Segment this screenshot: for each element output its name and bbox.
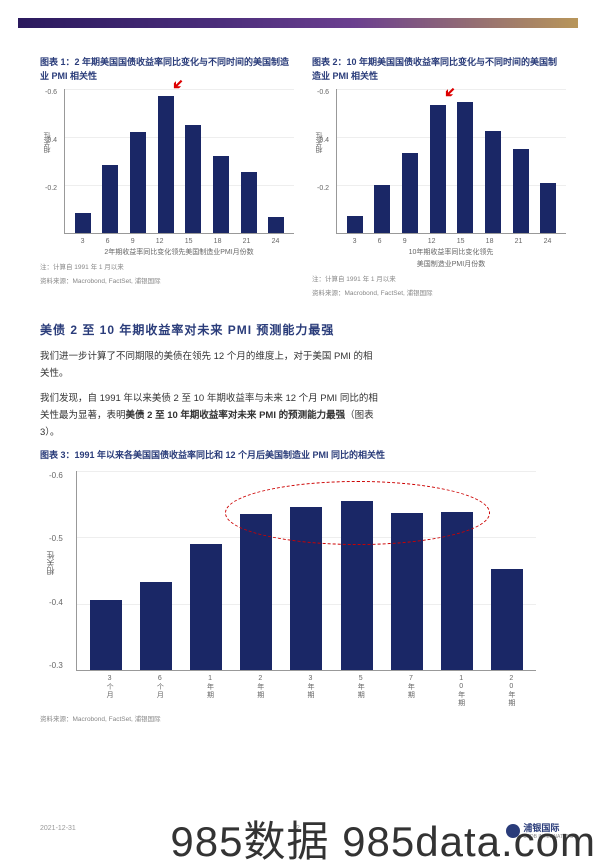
chart-1-title: 图表 1：2 年期美国国债收益率同比变化与不同时间的美国制造业 PMI 相关性 [40,56,294,83]
chart-2-note: 注：计算自 1991 年 1 月以来 [312,273,566,283]
header-stripe [18,18,578,28]
chart-3-xticks: 3个月6个月1年期2年期3年期5年期7年期10年期20年期 [80,675,540,707]
chart-2-cell: 图表 2：10 年期美国国债收益率同比变化与不同时间的美国制造业 PMI 相关性… [312,56,566,297]
chart-2-source: 资料来源：Macrobond, FactSet, 浦银国际 [312,287,566,297]
chart-row: 图表 1：2 年期美国国债收益率同比变化与不同时间的美国制造业 PMI 相关性 … [40,56,566,297]
chart-2-x-title-1: 10年期收益率同比变化领先 [336,247,566,257]
chart-2-title: 图表 2：10 年期美国国债收益率同比变化与不同时间的美国制造业 PMI 相关性 [312,56,566,83]
chart-2-x-title-2: 美国制造业PMI月份数 [336,259,566,269]
chart-1-source: 资料来源：Macrobond, FactSet, 浦银国际 [40,275,294,285]
chart-1-xticks: 3691215182124 [66,238,294,245]
chart-2: 相关性 -0.6 -0.4 -0.2 ➔ [336,89,566,234]
chart-3-yticks: -0.6 -0.5 -0.4 -0.3 [49,471,63,670]
section-heading: 美债 2 至 10 年期收益率对未来 PMI 预测能力最强 [40,321,566,338]
chart-1-x-title: 2年期收益率同比变化领先美国制造业PMI月份数 [64,247,294,257]
para-1: 我们进一步计算了不同期限的美债在领先 12 个月的维度上，对于美国 PMI 的相… [40,348,380,382]
chart-1: 相关性 -0.6 -0.4 -0.2 ➔ [64,89,294,234]
chart-2-yticks: -0.6 -0.4 -0.2 [317,89,329,233]
watermark: 985数据 985data.com [170,824,596,860]
chart-1-note: 注：计算自 1991 年 1 月以来 [40,261,294,271]
footer-date: 2021-12-31 [40,825,76,832]
para-2: 我们发现，自 1991 年以来美债 2 至 10 年期收益率与未来 12 个月 … [40,390,380,441]
chart-1-cell: 图表 1：2 年期美国国债收益率同比变化与不同时间的美国制造业 PMI 相关性 … [40,56,294,297]
chart-3-source: 资料来源：Macrobond, FactSet, 浦银国际 [40,713,566,723]
chart-2-xticks: 3691215182124 [338,238,566,245]
chart-3: 相关性 -0.6 -0.5 -0.4 -0.3 [76,471,536,671]
chart-1-yticks: -0.6 -0.4 -0.2 [45,89,57,233]
chart-3-title: 图表 3：1991 年以来各美国国债收益率同比和 12 个月后美国制造业 PMI… [40,449,400,463]
